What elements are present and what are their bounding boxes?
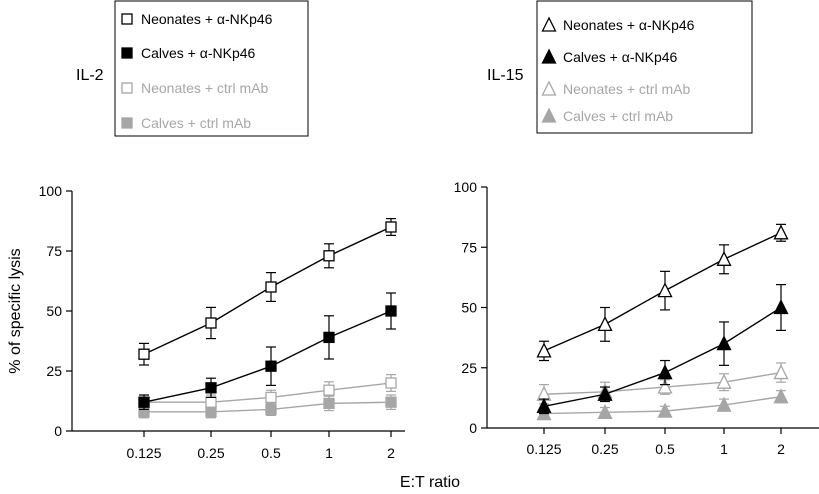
data-point [205, 396, 217, 408]
data-point [716, 373, 732, 389]
series-group [138, 218, 397, 419]
series-1 [138, 218, 397, 366]
legend-label: Neonates + α-NKp46 [563, 17, 695, 33]
panel-il2: Neonates + α-NKp46 Calves + α-NKp46 Neonat… [7, 0, 405, 461]
legend-label: Neonates + ctrl mAb [141, 80, 268, 96]
legend-marker [121, 117, 133, 129]
y-tick-label: 100 [454, 179, 478, 195]
data-point [773, 299, 789, 315]
panel-label: IL-15 [487, 67, 524, 84]
panel-label: IL-2 [76, 67, 104, 84]
data-point [536, 342, 552, 358]
legend: Neonates + α-NKp46 Calves + α-NKp46 Neonat… [121, 11, 273, 131]
data-point [597, 315, 613, 332]
axes: 0 25 50 75 100 0.125 0.25 0.5 1 2 [39, 183, 395, 461]
series-2 [138, 292, 397, 410]
x-tick-label: 2 [777, 441, 785, 457]
data-point [773, 224, 789, 240]
x-tick-label: 0.25 [197, 445, 224, 461]
legend-label: Calves + ctrl mAb [141, 115, 251, 131]
legend-label: Calves + α-NKp46 [141, 45, 256, 61]
y-tick-label: 0 [469, 420, 477, 436]
data-point [385, 377, 397, 389]
legend-marker [541, 16, 557, 32]
legend-marker [541, 80, 557, 96]
y-axis-title: % of specific lysis [7, 248, 24, 373]
legend-marker [121, 47, 133, 59]
data-point [657, 364, 673, 380]
data-point [385, 305, 397, 317]
data-point [205, 317, 217, 329]
data-point [597, 385, 613, 401]
x-tick-label: 0.25 [591, 441, 618, 457]
legend-label: Neonates + ctrl mAb [563, 81, 690, 97]
legend-marker [541, 48, 557, 64]
data-point [265, 403, 277, 416]
data-point [138, 348, 150, 360]
series-1 [536, 223, 789, 362]
data-point [323, 250, 335, 262]
legend-box [536, 0, 753, 134]
x-axis-title: E:T ratio [400, 474, 460, 491]
data-point [536, 397, 552, 413]
data-point [716, 396, 732, 412]
data-point [773, 364, 789, 380]
data-point [323, 397, 335, 410]
x-tick-label: 0.5 [261, 445, 281, 461]
series-3 [138, 374, 397, 410]
data-point [265, 360, 277, 372]
y-tick-label: 25 [46, 363, 62, 379]
legend-marker [541, 107, 557, 123]
y-tick-label: 50 [46, 303, 62, 319]
panel-il15: Neonates + α-NKp46 Calves + α-NKp46 Neonat… [454, 0, 819, 457]
data-point [657, 378, 673, 394]
data-point [385, 221, 397, 233]
legend-label: Calves + α-NKp46 [563, 49, 678, 65]
legend-label: Neonates + α-NKp46 [141, 11, 273, 27]
legend-box [114, 0, 309, 137]
data-point [205, 382, 217, 394]
y-tick-label: 25 [461, 360, 477, 376]
data-point [385, 396, 397, 408]
data-point [323, 384, 335, 396]
series-3 [536, 362, 789, 405]
x-tick-label: 0.125 [526, 441, 561, 457]
x-tick-label: 2 [387, 445, 395, 461]
legend-marker [121, 82, 133, 94]
x-tick-label: 0.5 [655, 441, 675, 457]
legend: Neonates + α-NKp46 Calves + α-NKp46 Neonat… [541, 16, 695, 124]
legend-label: Calves + ctrl mAb [563, 108, 673, 124]
y-tick-label: 75 [461, 239, 477, 255]
y-tick-label: 50 [461, 300, 477, 316]
legend-marker [121, 13, 133, 25]
data-point [323, 331, 335, 344]
data-point [773, 388, 789, 404]
data-point [657, 402, 673, 418]
axes: 0 25 50 75 100 0.125 0.25 0.5 1 2 [454, 179, 785, 457]
data-point [597, 403, 613, 419]
series-4 [536, 388, 789, 421]
y-tick-label: 75 [46, 243, 62, 259]
data-point [265, 281, 277, 293]
data-point [716, 250, 732, 266]
data-point [716, 335, 732, 351]
data-point [657, 282, 673, 298]
x-tick-label: 1 [325, 445, 333, 461]
data-point [138, 396, 150, 408]
y-tick-label: 100 [39, 183, 63, 199]
x-tick-label: 0.125 [126, 445, 161, 461]
series-line [143, 310, 392, 403]
series-group [536, 223, 789, 421]
series-2 [536, 284, 789, 415]
x-tick-label: 1 [720, 441, 728, 457]
y-tick-label: 0 [54, 423, 62, 439]
data-point [265, 391, 277, 404]
